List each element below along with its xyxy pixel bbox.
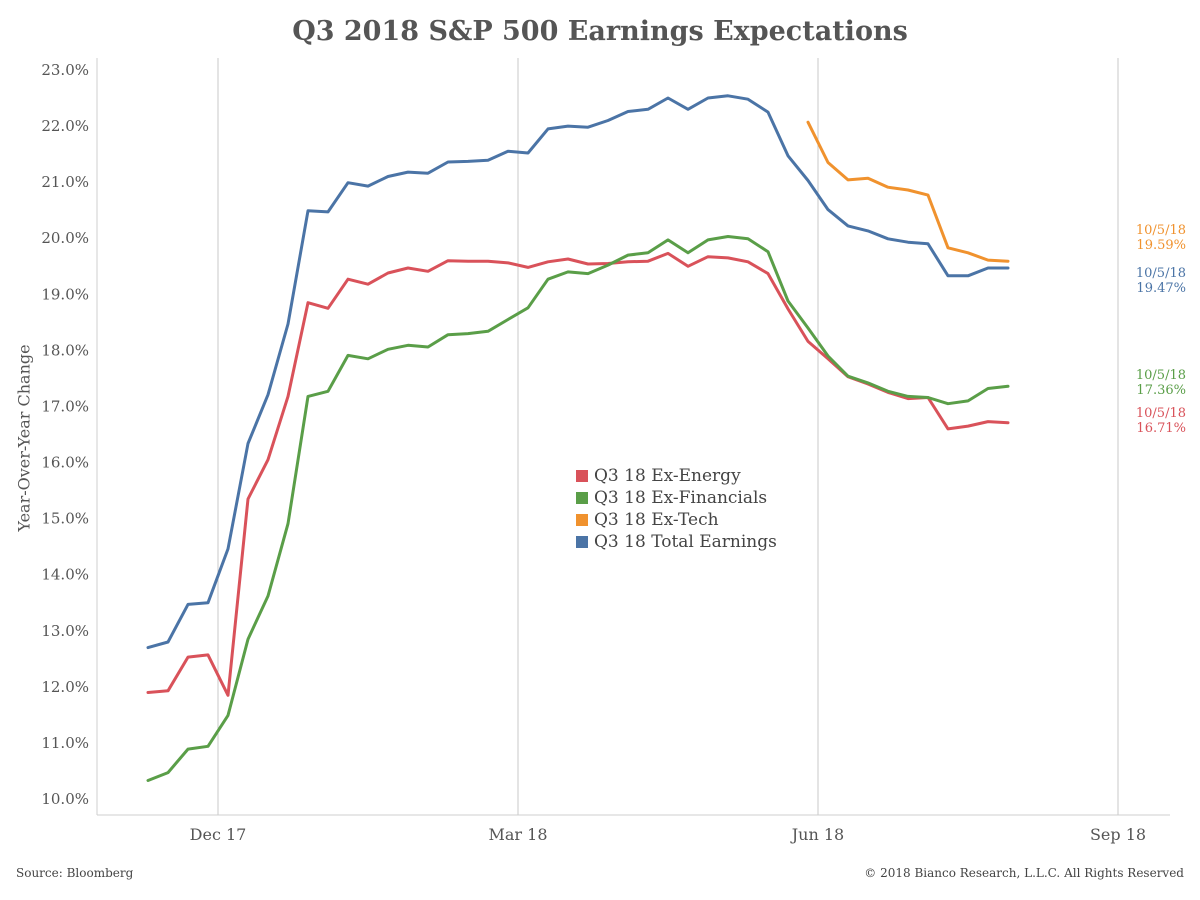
y-tick-label: 18.0% (41, 341, 89, 359)
x-tick-label: Sep 18 (1090, 825, 1146, 844)
end-label-ex-tech-date: 10/5/18 (1135, 223, 1186, 238)
chart-title: Q3 2018 S&P 500 Earnings Expectations (292, 16, 908, 47)
end-label-ex-financials-date: 10/5/18 (1135, 368, 1186, 383)
end-label-total-earnings-value: 19.47% (1136, 281, 1186, 296)
grid-layer (217, 58, 1119, 815)
legend-item-ex-tech: Q3 18 Ex-Tech (576, 509, 777, 531)
y-tick-label: 23.0% (41, 61, 89, 79)
series-line-q3-18-ex-tech (806, 120, 1010, 263)
legend-label-ex-financials: Q3 18 Ex-Financials (594, 488, 768, 508)
end-label-ex-financials: 10/5/18 17.36% (1110, 368, 1186, 398)
y-tick-label: 15.0% (41, 510, 89, 528)
legend-item-ex-energy: Q3 18 Ex-Energy (576, 465, 777, 487)
series-line-q3-18-ex-financials (146, 235, 1010, 782)
end-label-ex-energy: 10/5/18 16.71% (1110, 406, 1186, 436)
legend: Q3 18 Ex-Energy Q3 18 Ex-Financials Q3 1… (576, 465, 777, 553)
y-tick-label: 13.0% (41, 622, 89, 640)
y-tick-label: 16.0% (41, 454, 89, 472)
y-tick-label: 20.0% (41, 229, 89, 247)
y-tick-label: 14.0% (41, 566, 89, 584)
x-tick-label: Dec 17 (190, 825, 247, 844)
y-tick-label: 12.0% (41, 678, 89, 696)
y-tick-label: 21.0% (41, 173, 89, 191)
legend-swatch-ex-energy (576, 470, 588, 482)
series-lines (146, 94, 1010, 782)
legend-swatch-total-earnings (576, 536, 588, 548)
x-tick-label: Jun 18 (790, 825, 844, 844)
y-tick-labels: 10.0% 11.0% 12.0% 13.0% 14.0% 15.0% 16.0% 17.0%… (41, 61, 89, 808)
legend-label-ex-energy: Q3 18 Ex-Energy (594, 466, 741, 486)
end-label-ex-energy-date: 10/5/18 (1135, 406, 1186, 421)
legend-label-ex-tech: Q3 18 Ex-Tech (594, 510, 719, 530)
end-label-ex-tech-value: 19.59% (1136, 238, 1186, 253)
legend-item-ex-financials: Q3 18 Ex-Financials (576, 487, 777, 509)
source-note: Source: Bloomberg (16, 866, 134, 880)
copyright-note: © 2018 Bianco Research, L.L.C. All Right… (864, 866, 1184, 880)
y-tick-label: 19.0% (41, 285, 89, 303)
end-label-ex-financials-value: 17.36% (1136, 383, 1186, 398)
y-tick-label: 11.0% (41, 734, 89, 752)
legend-swatch-ex-tech (576, 514, 588, 526)
x-tick-label: Mar 18 (488, 825, 547, 844)
end-label-total-earnings: 10/5/18 19.47% (1110, 266, 1186, 296)
y-axis-label: Year-Over-Year Change (14, 344, 34, 532)
legend-label-total-earnings: Q3 18 Total Earnings (594, 532, 777, 552)
x-tick-labels: Dec 17 Mar 18 Jun 18 Sep 18 (190, 825, 1146, 844)
y-tick-label: 22.0% (41, 117, 89, 135)
end-label-total-earnings-date: 10/5/18 (1135, 266, 1186, 281)
end-label-ex-energy-value: 16.71% (1136, 421, 1186, 436)
end-label-ex-tech: 10/5/18 19.59% (1110, 223, 1186, 253)
legend-swatch-ex-financials (576, 492, 588, 504)
legend-item-total-earnings: Q3 18 Total Earnings (576, 531, 777, 553)
y-tick-label: 17.0% (41, 397, 89, 415)
y-tick-label: 10.0% (41, 790, 89, 808)
axis-layer (96, 58, 1170, 816)
series-line-q3-18-total-earnings (146, 94, 1010, 650)
